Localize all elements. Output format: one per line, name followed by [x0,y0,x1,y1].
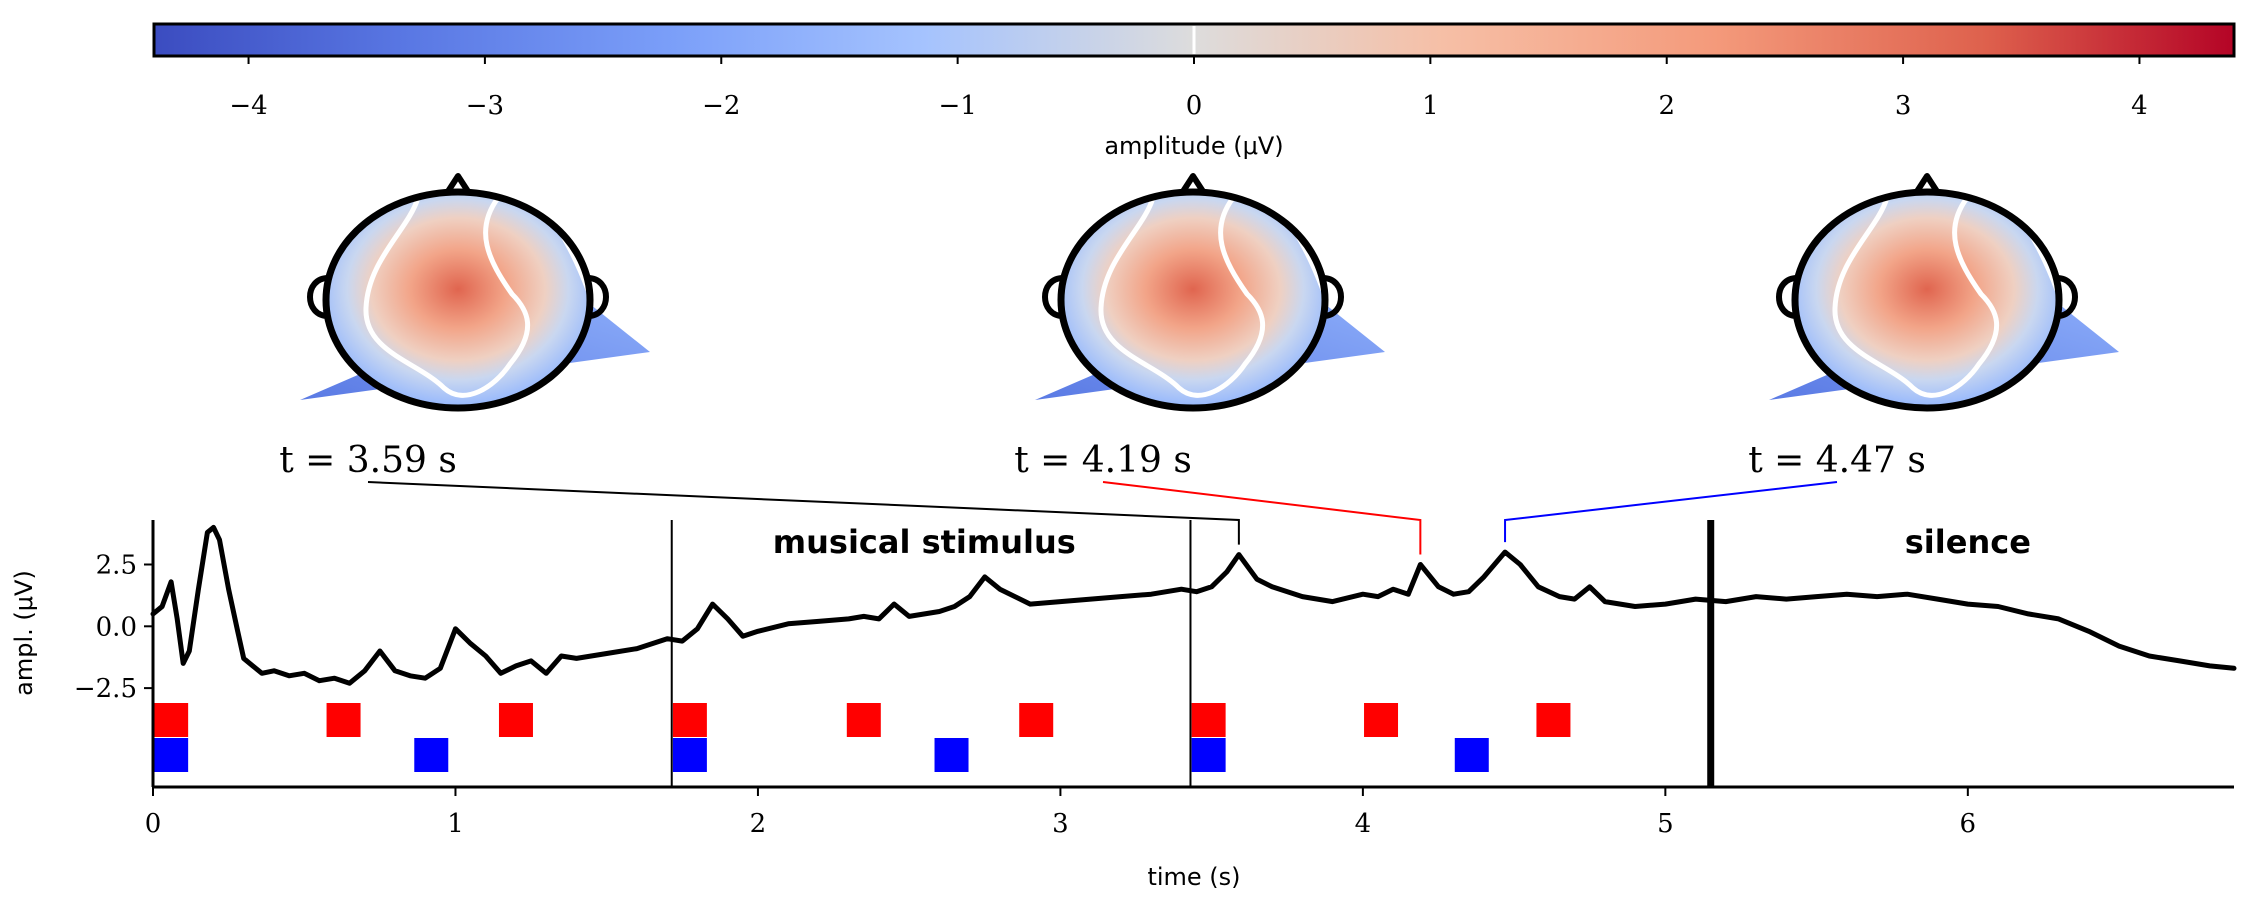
red-event-marker [846,703,881,737]
segment-annotation: silence [1905,523,2031,561]
x-tick-label: 4 [1355,809,1372,839]
blue-event-marker [414,738,449,772]
x-tick-label: 5 [1657,809,1674,839]
x-axis-label: time (s) [1147,863,1240,891]
y-tick-label: 0.0 [96,612,137,642]
left-ear [307,275,329,319]
x-tick-label: 2 [750,809,767,839]
red-event-marker [672,703,707,737]
colorbar-tick-label: 1 [1422,91,1439,121]
right-ear [2056,275,2078,319]
left-ear [1776,275,1798,319]
x-tick-label: 0 [145,809,162,839]
topomap: t = 4.47 s [1748,173,2119,481]
event-markers [154,703,1571,772]
connector-lines [367,481,1838,555]
blue-event-marker [154,738,189,772]
y-tick-label: −2.5 [74,674,137,704]
topomap-time-label: t = 4.47 s [1748,440,1926,481]
topomap-time-label: t = 3.59 s [279,440,457,481]
topomap: t = 3.59 s [279,173,650,481]
colorbar-tick-label: 4 [2131,91,2148,121]
colorbar-tick-label: −4 [229,91,267,121]
blue-event-marker [1454,738,1489,772]
blue-event-marker [1191,738,1226,772]
x-tick-label: 6 [1960,809,1977,839]
head-outline [322,188,594,412]
y-axis-label: ampl. (μV) [10,570,38,696]
segment-annotations: musical stimulus silence [773,523,2031,561]
topomap-connector [367,481,1240,545]
red-event-marker [1536,703,1571,737]
head-outline [1057,188,1329,412]
colorbar-tick-label: 3 [1895,91,1912,121]
y-ticks: 2.5 0.0 −2.5 [74,551,153,704]
red-event-marker [1364,703,1399,737]
colorbar-tick-label: 2 [1658,91,1675,121]
timeseries-plot: musical stimulus silence 0 1 2 3 4 5 6 2.5 0.0 −2… [10,520,2237,891]
colorbar-label: amplitude (μV) [1104,132,1283,160]
x-tick-label: 1 [447,809,464,839]
right-ear [587,275,609,319]
segment-annotation: musical stimulus [773,523,1076,561]
x-ticks: 0 1 2 3 4 5 6 [145,787,1976,839]
topomaps: t = 3.59 s t = 4.19 s t = 4.47 s [279,173,2119,481]
red-event-marker [1191,703,1226,737]
topomap: t = 4.19 s [1014,173,1385,481]
colorbar-tick-label: 0 [1186,91,1203,121]
blue-event-marker [934,738,969,772]
red-event-marker [498,703,533,737]
blue-event-marker [672,738,707,772]
colorbar-tick-label: −2 [702,91,740,121]
red-event-marker [1019,703,1054,737]
y-tick-label: 2.5 [96,551,137,581]
colorbar-tick-label: −1 [938,91,976,121]
segment-lines [670,520,1715,787]
head-outline [1791,188,2063,412]
colorbar: −4 −3 −2 −1 0 1 2 3 4 amplitude (μV) [152,22,2236,160]
eeg-trace-line [150,524,2237,686]
topomap-time-label: t = 4.19 s [1014,440,1192,481]
left-ear [1042,275,1064,319]
red-event-marker [326,703,361,737]
x-tick-label: 3 [1052,809,1069,839]
red-event-marker [154,703,189,737]
colorbar-ticks: −4 −3 −2 −1 0 1 2 3 4 [229,26,2148,121]
topomap-connector [1504,481,1838,543]
right-ear [1322,275,1344,319]
topomap-connector [1102,481,1422,555]
colorbar-tick-label: −3 [466,91,504,121]
